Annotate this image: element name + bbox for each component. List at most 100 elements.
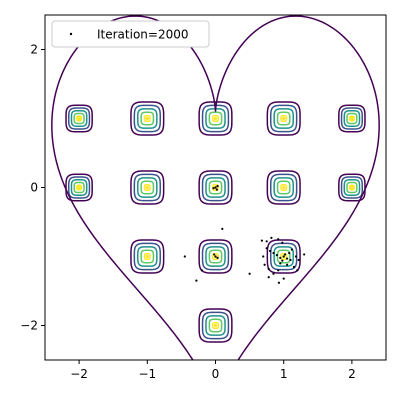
contour-ring [276, 111, 291, 126]
scatter-point [279, 262, 282, 265]
contour-ring [201, 242, 230, 271]
scatter-point [260, 239, 263, 242]
contour-peak [350, 116, 354, 121]
scatter-point [262, 255, 265, 258]
scatter-point [277, 238, 280, 241]
scatter-point [183, 255, 186, 258]
contour-ring [136, 108, 158, 129]
contour-ring [143, 252, 151, 261]
contour-group [130, 101, 165, 136]
scatter-point [263, 263, 266, 266]
contour-ring [266, 239, 301, 274]
contour-ring [133, 173, 162, 202]
scatter-layer [183, 185, 306, 284]
contour-peak [282, 185, 286, 190]
contour-ring [73, 181, 85, 194]
contour-peak [77, 116, 81, 121]
contour-group [198, 308, 233, 343]
contour-ring [208, 318, 223, 333]
scatter-point [294, 255, 298, 258]
scatter-point [282, 277, 285, 280]
contour-ring [340, 176, 364, 199]
contour-peak [145, 254, 149, 259]
x-tick-label: 2 [348, 367, 356, 381]
contour-ring [273, 246, 295, 267]
contour-ring [76, 115, 83, 122]
y-tick-label: 2 [30, 43, 38, 57]
scatter-point [248, 272, 251, 275]
scatter-point [286, 263, 289, 266]
x-tick-label: 0 [212, 367, 220, 381]
contour-ring [133, 242, 162, 271]
scatter-point [200, 269, 203, 272]
contour-peak [350, 185, 354, 190]
contour-ring [273, 108, 295, 129]
contour-layer [65, 101, 366, 343]
contour-ring [73, 112, 85, 125]
contour-ring [67, 176, 91, 199]
contour-peak [77, 185, 81, 190]
scatter-point [290, 248, 293, 251]
contour-ring [208, 111, 223, 126]
scatter-point [303, 253, 306, 256]
y-tick-label: −2 [20, 319, 38, 333]
contour-ring [143, 114, 151, 123]
contour-ring [140, 249, 155, 264]
scatter-point [272, 272, 275, 275]
scatter-point [212, 187, 215, 190]
contour-ring [276, 249, 291, 264]
scatter-point [272, 251, 275, 255]
contour-ring [140, 111, 155, 126]
contour-ring [136, 246, 158, 267]
contour-ring [338, 173, 366, 202]
contour-ring [276, 180, 291, 195]
contour-ring [212, 252, 219, 261]
legend-marker [69, 32, 73, 36]
contour-ring [130, 101, 165, 136]
contour-ring [76, 184, 83, 191]
contour-ring [198, 239, 233, 274]
legend: Iteration=2000 [51, 20, 210, 48]
contour-ring [67, 107, 91, 130]
scatter-point [214, 255, 217, 258]
contour-ring [198, 170, 233, 205]
contour-ring [140, 180, 155, 195]
contour-ring [212, 114, 219, 123]
scatter-point [279, 256, 282, 259]
contour-ring [201, 173, 230, 202]
contour-ring [70, 179, 88, 196]
scatter-point [288, 251, 291, 255]
scatter-point [292, 265, 296, 268]
scatter-point [289, 258, 292, 262]
contour-ring [130, 239, 165, 274]
contour-ring [280, 114, 288, 123]
x-axis: −2 −1 0 1 2 [70, 360, 356, 381]
scatter-point [277, 269, 280, 272]
scatter-point [214, 186, 217, 189]
scatter-point [296, 269, 299, 272]
contour-ring [343, 179, 361, 196]
contour-group [338, 104, 366, 133]
scatter-point [267, 267, 270, 271]
contour-peak [282, 116, 286, 121]
contour-ring [205, 315, 226, 336]
scatter-point [277, 281, 281, 284]
y-axis: −2 0 2 [20, 43, 45, 333]
scatter-point [216, 256, 219, 259]
scatter-point [195, 279, 198, 282]
scatter-point [270, 236, 273, 239]
scatter-point [221, 227, 224, 230]
scatter-point [265, 247, 268, 250]
contour-ring [201, 104, 230, 133]
contour-ring [205, 246, 226, 267]
x-tick-label: −2 [70, 367, 88, 381]
contour-ring [212, 321, 219, 330]
contour-ring [269, 242, 298, 271]
legend-label: Iteration=2000 [97, 28, 189, 42]
contour-group [266, 101, 301, 136]
contour-peak [145, 185, 149, 190]
contour-ring [143, 183, 151, 192]
scatter-point [283, 253, 287, 256]
contour-ring [136, 177, 158, 198]
scatter-point [213, 253, 216, 256]
